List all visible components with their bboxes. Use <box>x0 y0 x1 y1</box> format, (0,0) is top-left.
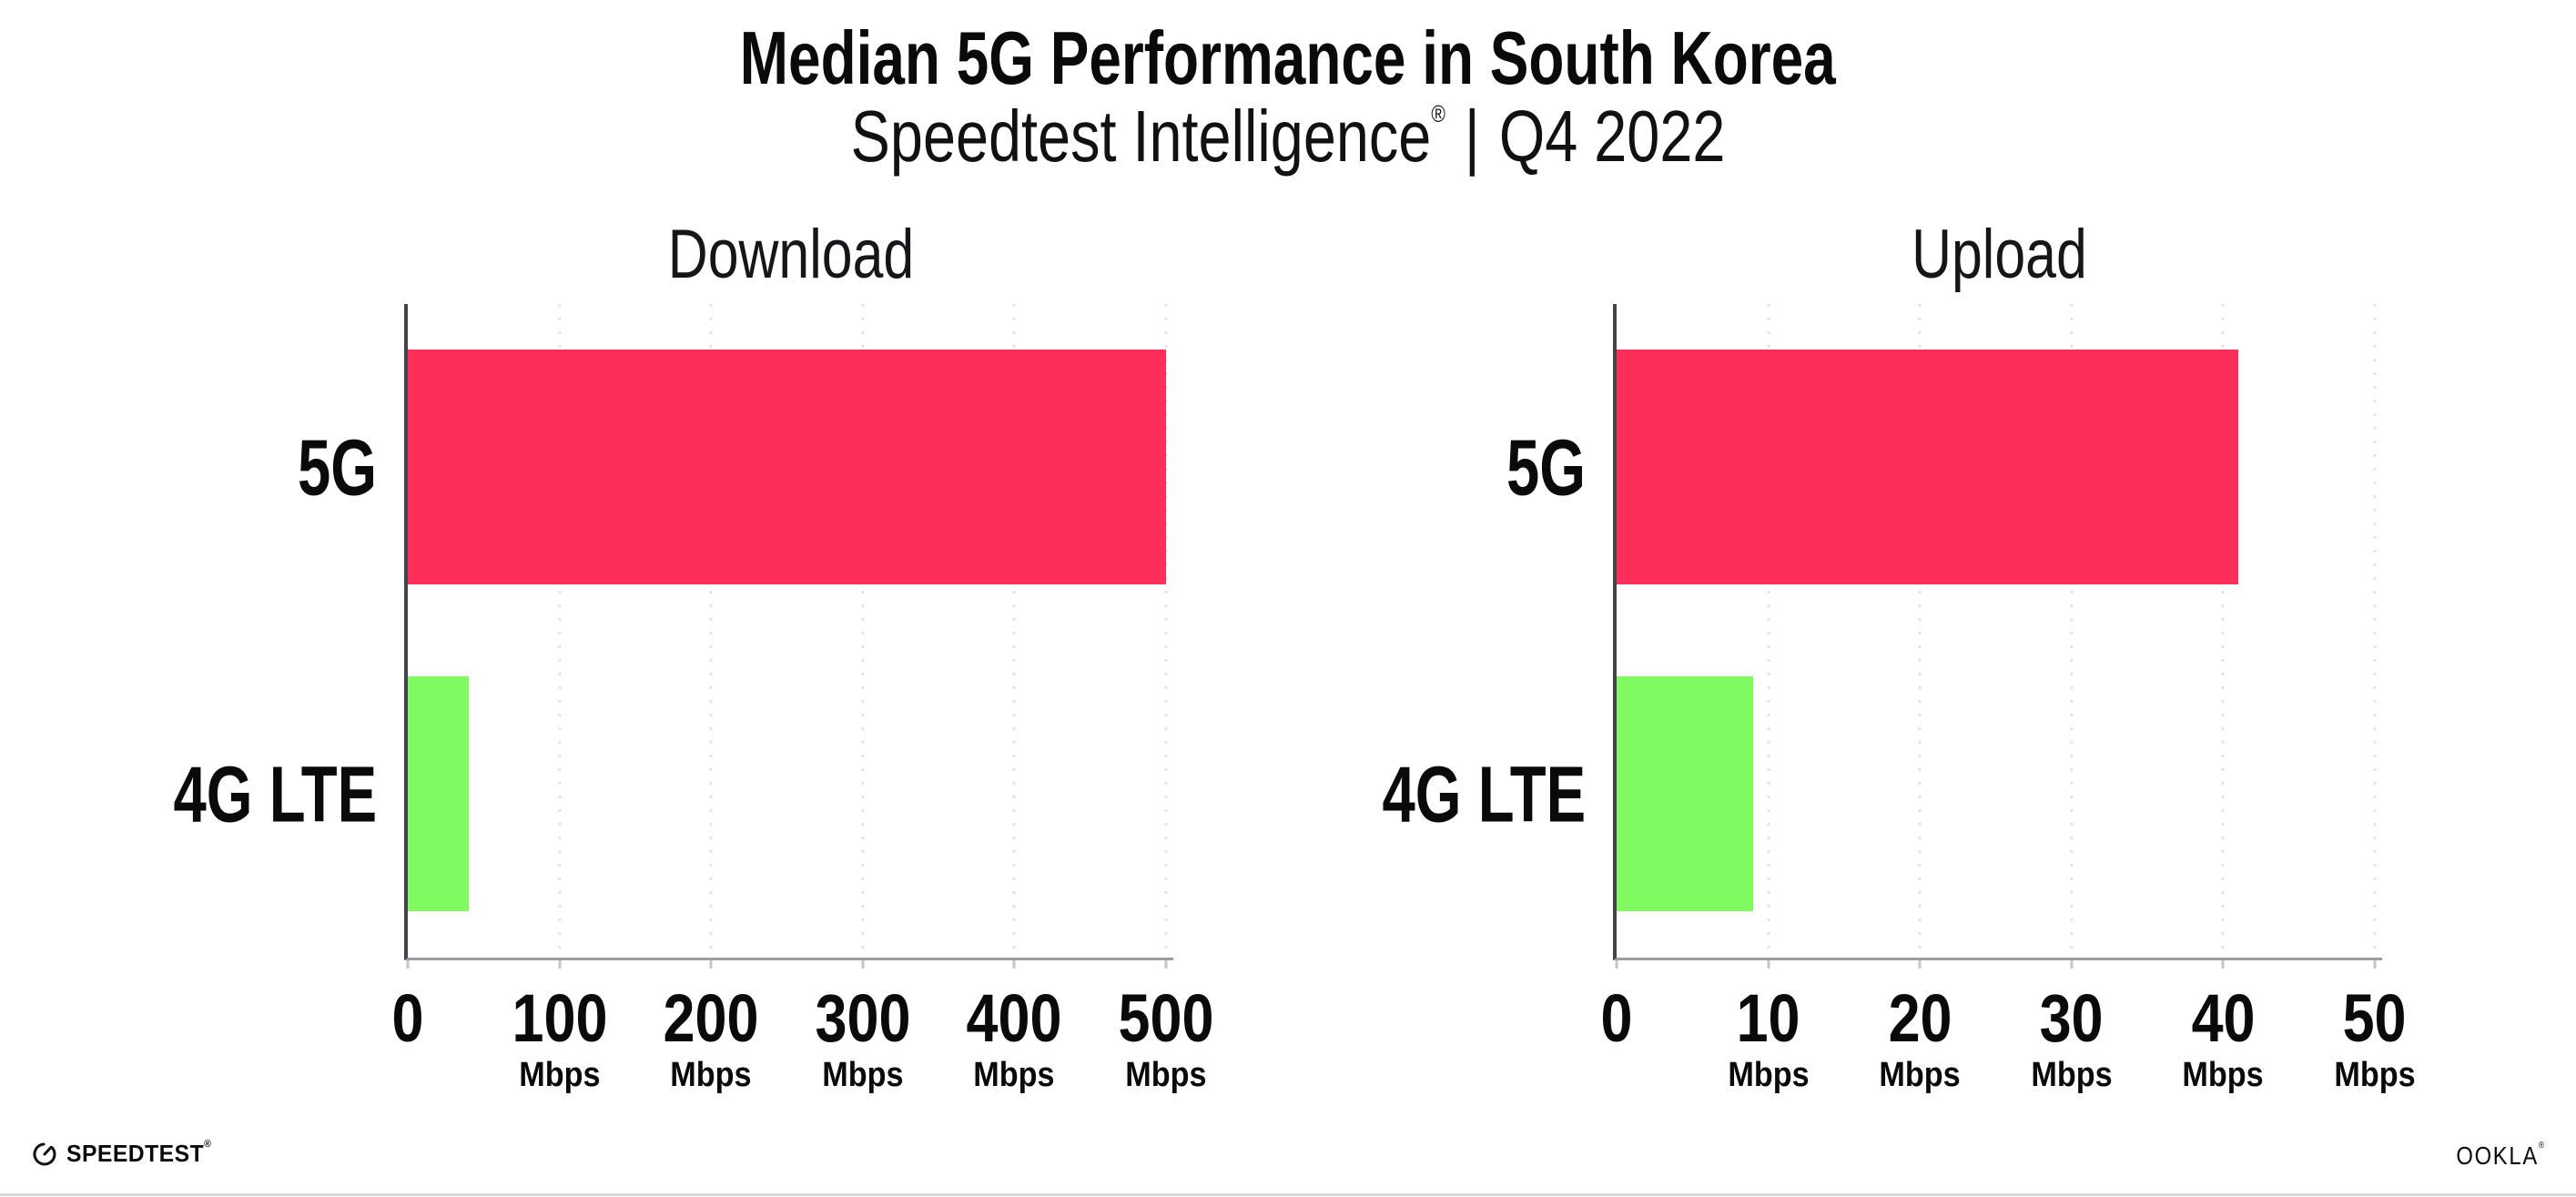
x-tick-mark-400 <box>1012 960 1016 969</box>
page-title-text: Median 5G Performance in South Korea <box>740 15 1836 100</box>
speedtest-logo: SPEEDTEST® <box>31 1140 219 1167</box>
x-tick-number: 10 <box>1736 980 1800 1056</box>
x-tick-mark-300 <box>861 960 865 969</box>
gridline-300 <box>861 304 865 958</box>
x-tick-unit: Mbps <box>1879 1056 1961 1094</box>
page-subtitle: Speedtest Intelligence® | Q4 2022 <box>0 100 2576 173</box>
x-tick-unit: Mbps <box>2182 1056 2264 1094</box>
gridline-200 <box>709 304 713 958</box>
gridline-40 <box>2221 304 2225 958</box>
x-tick-mark-10 <box>1767 960 1770 969</box>
x-tick-number: 30 <box>2039 980 2104 1056</box>
gridline-500 <box>1164 304 1168 958</box>
subtitle-separator: | <box>1464 96 1480 177</box>
bar-4g-lte <box>408 676 469 912</box>
bar-5g <box>1617 350 2238 585</box>
x-tick-mark-40 <box>2221 960 2225 969</box>
x-tick-number: 500 <box>1118 980 1214 1056</box>
registered-trademark-mark: ® <box>1431 100 1445 127</box>
x-tick-unit: Mbps <box>2030 1056 2113 1094</box>
category-label-4g-lte: 4G LTE <box>1382 750 1586 838</box>
x-tick-number: 300 <box>815 980 911 1056</box>
x-tick-mark-500 <box>1164 960 1168 969</box>
category-label-4g-lte: 4G LTE <box>173 750 377 838</box>
x-tick-number: 400 <box>966 980 1062 1056</box>
x-tick-unit: Mbps <box>1727 1056 1810 1094</box>
x-tick-label-100: 100 Mbps <box>503 980 615 1094</box>
speedtest-gauge-icon <box>33 1142 56 1166</box>
x-tick-mark-20 <box>1918 960 1922 969</box>
x-tick-label-400: 400 Mbps <box>958 980 1070 1094</box>
gridline-10 <box>1767 304 1770 958</box>
x-tick-mark-50 <box>2373 960 2377 969</box>
x-tick-label-0: 0 <box>389 985 426 1052</box>
speedtest-registered-mark: ® <box>204 1139 212 1150</box>
subtitle-brand: Speedtest Intelligence <box>850 96 1432 177</box>
x-tick-mark-200 <box>709 960 713 969</box>
x-tick-number: 0 <box>1600 980 1633 1056</box>
x-tick-unit: Mbps <box>670 1056 752 1094</box>
x-tick-mark-0 <box>406 960 410 969</box>
page-title: Median 5G Performance in South Korea <box>0 20 2576 96</box>
subtitle-period: Q4 2022 <box>1498 96 1726 177</box>
speedtest-wordmark: SPEEDTEST® <box>66 1139 212 1167</box>
x-tick-label-30: 30 Mbps <box>2026 980 2116 1094</box>
category-label-5g: 5G <box>297 423 377 512</box>
upload-chart-plot-area: Upload 0 10 Mbps 20 Mbps 30 Mbps 40 Mbps 50 Mbps 5G… <box>1382 220 2415 1093</box>
x-tick-label-10: 10 Mbps <box>1723 980 1813 1094</box>
x-tick-label-40: 40 Mbps <box>2178 980 2268 1094</box>
x-tick-label-50: 50 Mbps <box>2329 980 2419 1094</box>
x-tick-unit: Mbps <box>821 1056 904 1094</box>
ookla-registered-mark: ® <box>2539 1141 2546 1151</box>
upload-chart-title: Upload <box>1912 216 2087 293</box>
x-tick-number: 200 <box>663 980 759 1056</box>
x-tick-number: 20 <box>1888 980 1952 1056</box>
download-chart-title: Download <box>667 216 914 293</box>
category-label-5g: 5G <box>1506 423 1586 512</box>
x-tick-unit: Mbps <box>973 1056 1055 1094</box>
ookla-logo: OOKLA® <box>2456 1141 2546 1170</box>
bar-4g-lte <box>1617 676 1753 912</box>
x-tick-number: 0 <box>391 980 424 1056</box>
x-tick-number: 50 <box>2342 980 2407 1056</box>
gridline-50 <box>2373 304 2377 958</box>
bottom-divider <box>0 1193 2576 1196</box>
x-tick-mark-100 <box>558 960 562 969</box>
x-tick-unit: Mbps <box>518 1056 601 1094</box>
x-tick-label-200: 200 Mbps <box>654 980 766 1094</box>
gridline-400 <box>1012 304 1016 958</box>
x-tick-label-0: 0 <box>1597 985 1635 1052</box>
x-tick-label-300: 300 Mbps <box>806 980 918 1094</box>
gridline-20 <box>1918 304 1922 958</box>
x-tick-number: 100 <box>512 980 608 1056</box>
x-tick-number: 40 <box>2191 980 2256 1056</box>
x-tick-label-500: 500 Mbps <box>1110 980 1222 1094</box>
gridline-30 <box>2070 304 2074 958</box>
download-chart-plot-area: Download 0 100 Mbps 200 Mbps 300 Mbps 400 Mbps 50… <box>173 220 1213 1093</box>
x-tick-mark-30 <box>2070 960 2074 969</box>
x-tick-unit: Mbps <box>2334 1056 2416 1094</box>
bar-5g <box>408 350 1166 585</box>
gridline-100 <box>558 304 562 958</box>
x-tick-unit: Mbps <box>1125 1056 1207 1094</box>
x-tick-mark-0 <box>1615 960 1618 969</box>
x-tick-label-20: 20 Mbps <box>1874 980 1964 1094</box>
ookla-wordmark: OOKLA <box>2456 1141 2540 1170</box>
